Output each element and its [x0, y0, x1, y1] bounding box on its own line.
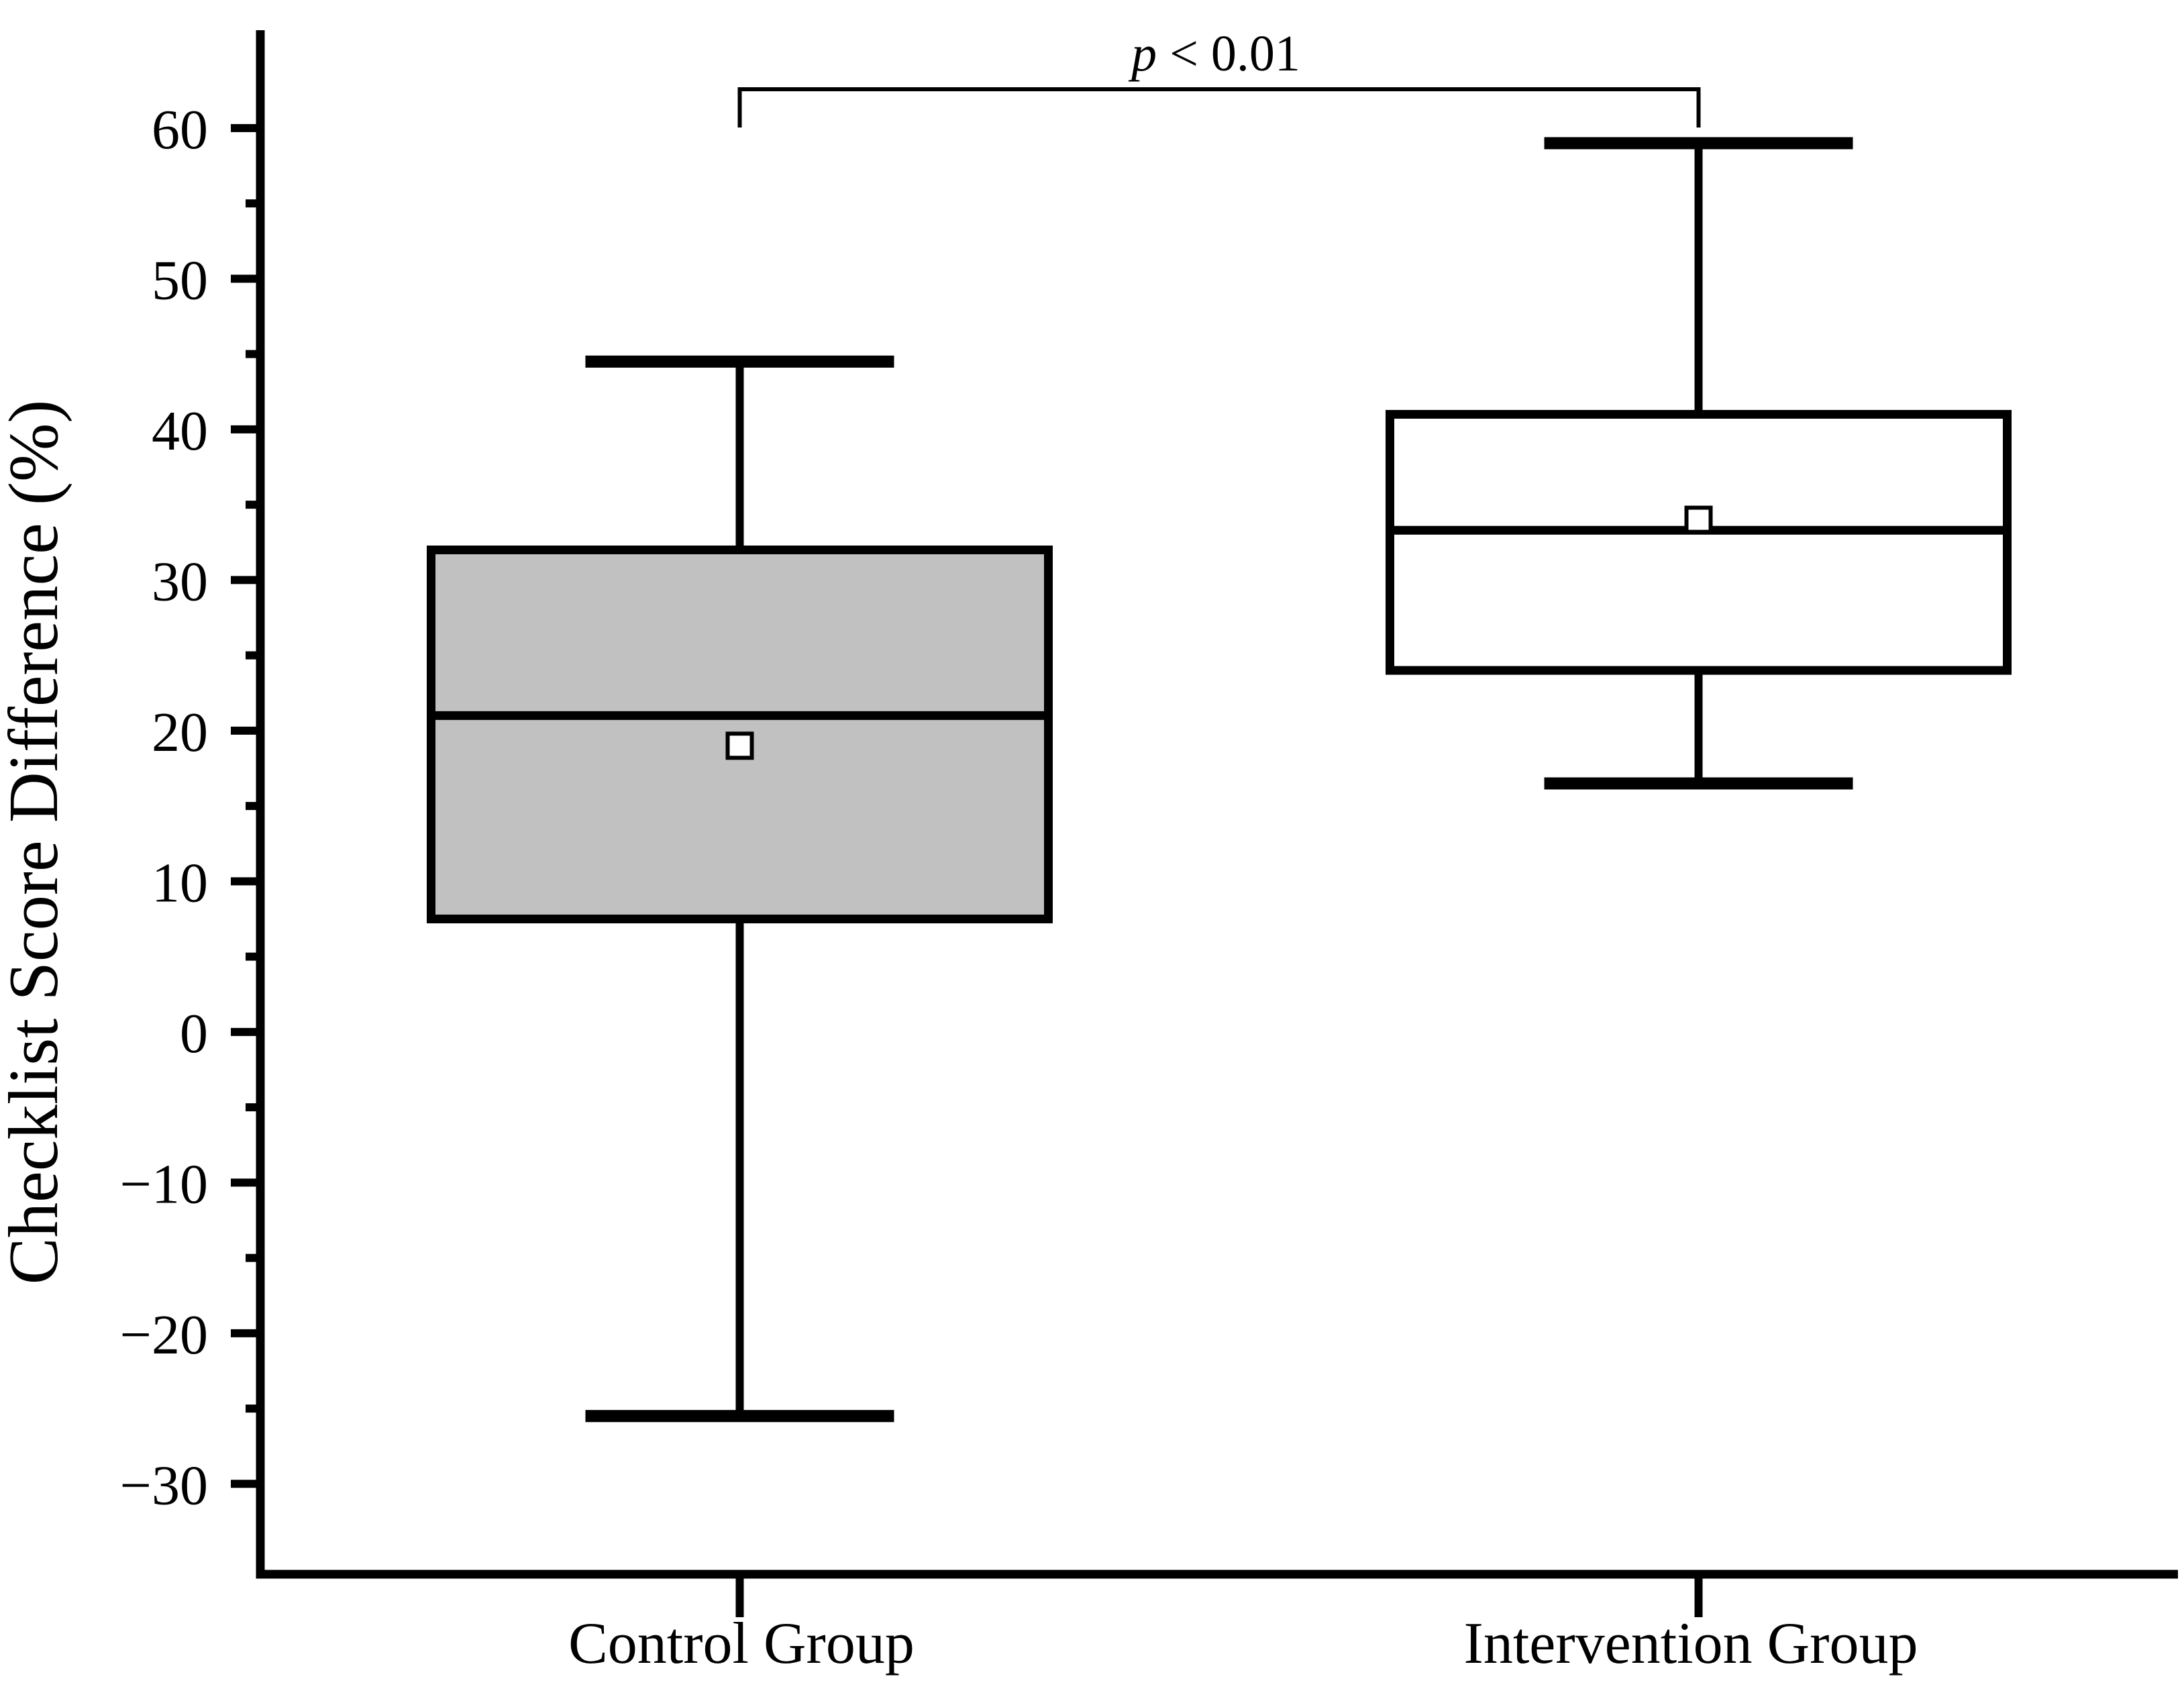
y-tick-label: 30	[152, 550, 208, 613]
y-axis-title: Checklist Score Difference (%)	[0, 400, 72, 1285]
iqr-box-intervention	[1386, 409, 2012, 675]
y-tick-label: −20	[120, 1304, 208, 1366]
significance-label: p < 0.01	[1128, 25, 1300, 82]
p-symbol: p	[1128, 25, 1157, 82]
y-tick-label: 60	[152, 99, 208, 161]
mean-marker	[725, 731, 754, 760]
y-tick-label: −30	[120, 1454, 208, 1517]
p-comparison: < 0.01	[1157, 25, 1300, 82]
y-tick-label: 40	[152, 400, 208, 462]
y-tick-label: 0	[180, 1003, 208, 1065]
x-category-label-intervention: Intervention Group	[1464, 1611, 1918, 1676]
y-tick-label: 50	[152, 249, 208, 311]
y-tick-label: 10	[152, 852, 208, 914]
y-tick-label: −10	[120, 1153, 208, 1215]
significance-bracket	[737, 87, 1701, 127]
x-category-label-control: Control Group	[568, 1611, 915, 1676]
boxplot-series-layer: 60 50 40 30 20 10 0 −10 −20 −30	[120, 30, 2178, 1617]
mean-marker	[1684, 505, 1713, 534]
y-tick-label: 20	[152, 701, 208, 764]
